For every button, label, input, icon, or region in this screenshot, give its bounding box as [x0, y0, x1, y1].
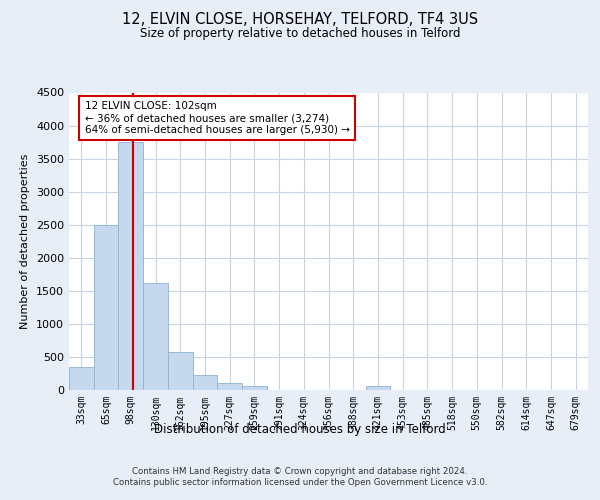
Bar: [193, 375, 217, 390]
Text: 12, ELVIN CLOSE, HORSEHAY, TELFORD, TF4 3US: 12, ELVIN CLOSE, HORSEHAY, TELFORD, TF4 …: [122, 12, 478, 28]
Bar: [118, 142, 143, 390]
Bar: [168, 352, 193, 390]
Bar: [365, 386, 390, 390]
Bar: [217, 384, 242, 390]
Y-axis label: Number of detached properties: Number of detached properties: [20, 154, 31, 329]
Text: Distribution of detached houses by size in Telford: Distribution of detached houses by size …: [154, 422, 446, 436]
Text: Contains HM Land Registry data © Crown copyright and database right 2024.
Contai: Contains HM Land Registry data © Crown c…: [113, 468, 487, 487]
Text: Size of property relative to detached houses in Telford: Size of property relative to detached ho…: [140, 28, 460, 40]
Bar: [69, 367, 94, 390]
Bar: [143, 282, 168, 390]
Text: 12 ELVIN CLOSE: 102sqm
← 36% of detached houses are smaller (3,274)
64% of semi-: 12 ELVIN CLOSE: 102sqm ← 36% of detached…: [85, 102, 350, 134]
Bar: [94, 224, 118, 390]
Bar: [242, 386, 267, 390]
